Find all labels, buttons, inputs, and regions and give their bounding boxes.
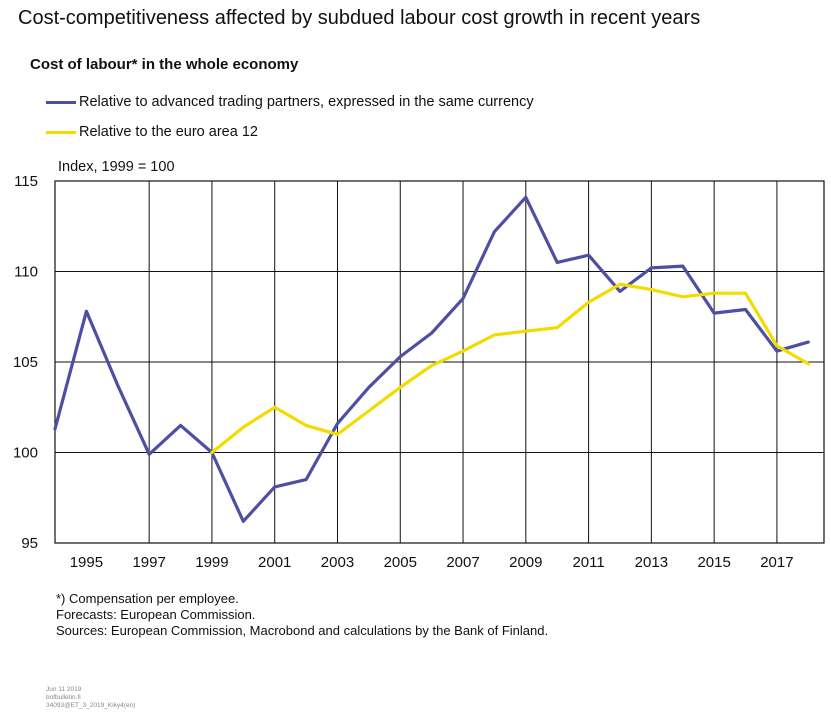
legend-item-euro-area: Relative to the euro area 12 (46, 124, 258, 140)
publication-site: bofbulletin.fi (46, 694, 81, 701)
x-tick-label: 2015 (697, 554, 730, 571)
x-tick-label: 2011 (572, 554, 604, 571)
y-axis-unit-label: Index, 1999 = 100 (58, 159, 175, 175)
chart-notes: *) Compensation per employee. Forecasts:… (56, 591, 548, 639)
x-tick-label: 2013 (635, 554, 668, 571)
y-tick-label: 110 (14, 264, 38, 281)
x-tick-label: 1999 (195, 554, 228, 571)
footnote: *) Compensation per employee. (56, 591, 239, 606)
series-line-euro-area (210, 282, 810, 455)
page-title: Cost-competitiveness affected by subdued… (18, 7, 701, 29)
line-chart: 95 100 105 110 115 1995 1997 1999 2001 2003 2005 20… (13, 173, 825, 571)
y-tick-label: 115 (14, 173, 38, 190)
legend-label: Relative to the euro area 12 (79, 124, 258, 140)
x-tick-label: 2003 (321, 554, 354, 571)
legend-label: Relative to advanced trading partners, e… (79, 94, 534, 110)
plot-frame (54, 180, 825, 544)
x-tick-label: 2017 (760, 554, 793, 571)
x-tick-label: 1995 (70, 554, 103, 571)
publication-id: 34093@ET_3_2019_Kiky4(en) (46, 702, 136, 709)
sources-note: Sources: European Commission, Macrobond … (56, 623, 549, 638)
y-tick-label: 100 (13, 445, 38, 462)
y-tick-label: 105 (13, 354, 38, 371)
x-tick-label: 2001 (258, 554, 291, 571)
series-line-trading-partners (53, 195, 810, 523)
x-tick-label: 1997 (132, 554, 165, 571)
publication-meta: Jun 11 2019 bofbulletin.fi 34093@ET_3_20… (46, 686, 135, 710)
legend-item-trading-partners: Relative to advanced trading partners, e… (46, 94, 534, 110)
forecast-note: Forecasts: European Commission. (56, 607, 256, 622)
x-tick-label: 2009 (509, 554, 542, 571)
y-tick-label: 95 (21, 535, 38, 552)
publication-date: Jun 11 2019 (46, 686, 82, 693)
legend-swatch-blue (46, 100, 76, 104)
x-tick-label: 2007 (446, 554, 479, 571)
x-tick-label: 2005 (384, 554, 417, 571)
legend-swatch-yellow (46, 130, 76, 134)
chart-subtitle: Cost of labour* in the whole economy (30, 56, 299, 73)
